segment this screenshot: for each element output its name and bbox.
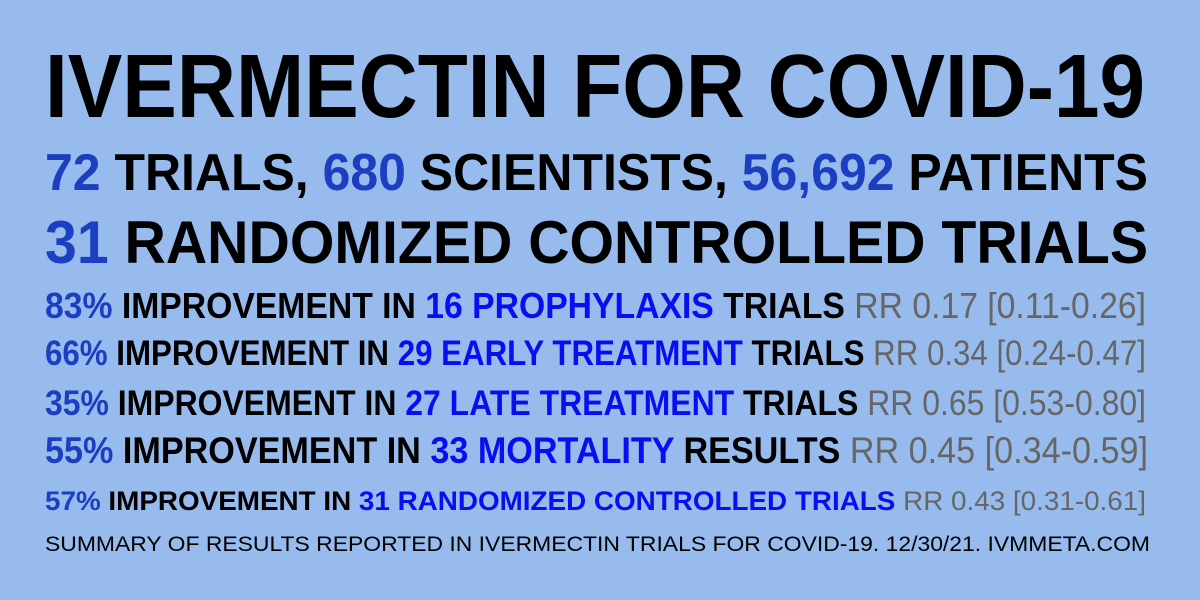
improvement-label: IMPROVEMENT IN: [101, 486, 359, 516]
relative-risk: RR 0.34 [0.24-0.47]: [873, 334, 1146, 373]
improvement-label: IMPROVEMENT IN: [112, 285, 425, 326]
result-row: 35% IMPROVEMENT IN 27 LATE TREATMENT TRI…: [45, 384, 1146, 423]
result-row: 66% IMPROVEMENT IN 29 EARLY TREATMENT TR…: [45, 334, 1146, 373]
improvement-percent: 57%: [45, 486, 101, 516]
relative-risk: RR 0.65 [0.53-0.80]: [867, 384, 1146, 423]
unit-label: RESULTS: [674, 430, 850, 471]
trials-label: TRIALS,: [101, 144, 323, 202]
relative-risk: RR 0.43 [0.31-0.61]: [903, 486, 1146, 516]
footer: SUMMARY OF RESULTS REPORTED IN IVERMECTI…: [45, 533, 1150, 556]
unit-label: TRIALS: [734, 384, 867, 423]
result-row: 55% IMPROVEMENT IN 33 MORTALITY RESULTS …: [45, 430, 1148, 471]
rct-label: RANDOMIZED CONTROLLED TRIALS: [109, 209, 1148, 276]
improvement-label: IMPROVEMENT IN: [113, 430, 430, 471]
unit-label: [895, 486, 903, 516]
improvement-percent: 83%: [45, 285, 112, 326]
title: IVERMECTIN FOR COVID-19: [45, 37, 1145, 137]
result-row: 57% IMPROVEMENT IN 31 RANDOMIZED CONTROL…: [45, 486, 1146, 516]
trials-count: 72: [45, 144, 101, 202]
improvement-percent: 55%: [45, 430, 113, 471]
trial-group: 31 RANDOMIZED CONTROLLED TRIALS: [359, 486, 895, 516]
relative-risk: RR 0.45 [0.34-0.59]: [850, 430, 1148, 471]
scientists-label: SCIENTISTS,: [406, 144, 742, 202]
relative-risk: RR 0.17 [0.11-0.26]: [854, 285, 1146, 326]
stats-line: 72 TRIALS, 680 SCIENTISTS, 56,692 PATIEN…: [45, 144, 1148, 202]
unit-label: TRIALS: [743, 334, 873, 373]
patients-count: 56,692: [742, 144, 895, 202]
scientists-count: 680: [323, 144, 406, 202]
trial-group: 29 EARLY TREATMENT: [398, 334, 743, 373]
improvement-label: IMPROVEMENT IN: [109, 384, 405, 423]
improvement-label: IMPROVEMENT IN: [108, 334, 398, 373]
trial-group: 27 LATE TREATMENT: [405, 384, 734, 423]
trial-group: 16 PROPHYLAXIS: [425, 285, 714, 326]
improvement-percent: 66%: [45, 334, 108, 373]
rct-count: 31: [45, 209, 109, 276]
rct-line: 31 RANDOMIZED CONTROLLED TRIALS: [45, 209, 1148, 276]
unit-label: TRIALS: [714, 285, 854, 326]
trial-group: 33 MORTALITY: [430, 430, 675, 471]
patients-label: PATIENTS: [895, 144, 1148, 202]
result-row: 83% IMPROVEMENT IN 16 PROPHYLAXIS TRIALS…: [45, 285, 1146, 326]
improvement-percent: 35%: [45, 384, 109, 423]
